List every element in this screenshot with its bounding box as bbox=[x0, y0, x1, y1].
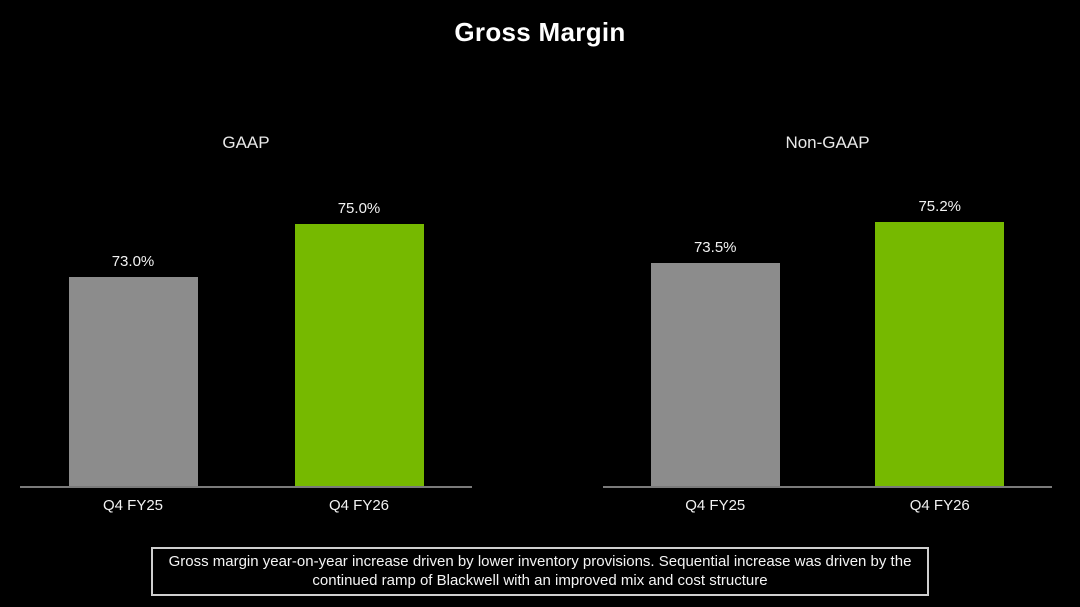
plot-area-non-gaap: 73.5% 75.2% bbox=[603, 198, 1052, 488]
bar-gaap-q4fy25 bbox=[68, 276, 198, 486]
bar-value-label: 75.0% bbox=[337, 200, 381, 218]
bar-group: 73.0% bbox=[20, 198, 246, 486]
caption-box: Gross margin year-on-year increase drive… bbox=[151, 547, 929, 596]
bar-non-gaap-q4fy26 bbox=[875, 222, 1005, 486]
page-title: Gross Margin bbox=[454, 17, 626, 47]
bar-non-gaap-q4fy25 bbox=[650, 263, 780, 486]
x-axis-label: Q4 FY26 bbox=[909, 497, 970, 514]
bar-value-label: 73.0% bbox=[111, 252, 155, 270]
bar-group: 75.0% bbox=[246, 198, 472, 486]
plot-area-gaap: 73.0% 75.0% bbox=[20, 198, 472, 488]
bar-value-label: 73.5% bbox=[693, 239, 737, 257]
bar-gaap-q4fy26 bbox=[294, 224, 424, 486]
chart-subtitle-gaap: GAAP bbox=[222, 133, 270, 152]
bar-value-label: 75.2% bbox=[918, 198, 962, 215]
x-axis-label: Q4 FY25 bbox=[102, 497, 164, 514]
x-axis-labels: Q4 FY25 Q4 FY26 bbox=[20, 497, 472, 514]
x-axis-label: Q4 FY26 bbox=[328, 497, 390, 514]
x-axis-label: Q4 FY25 bbox=[685, 497, 746, 514]
chart-panel-non-gaap: Non-GAAP 73.5% 75.2% Q4 FY25 Q4 FY26 bbox=[603, 133, 1052, 514]
chart-panel-gaap: GAAP 73.0% 75.0% Q4 FY25 Q4 FY26 bbox=[20, 133, 472, 514]
chart-subtitle-non-gaap: Non-GAAP bbox=[785, 133, 870, 152]
bar-group: 73.5% bbox=[603, 198, 828, 486]
bar-group: 75.2% bbox=[828, 198, 1053, 486]
x-axis-labels: Q4 FY25 Q4 FY26 bbox=[603, 497, 1052, 514]
